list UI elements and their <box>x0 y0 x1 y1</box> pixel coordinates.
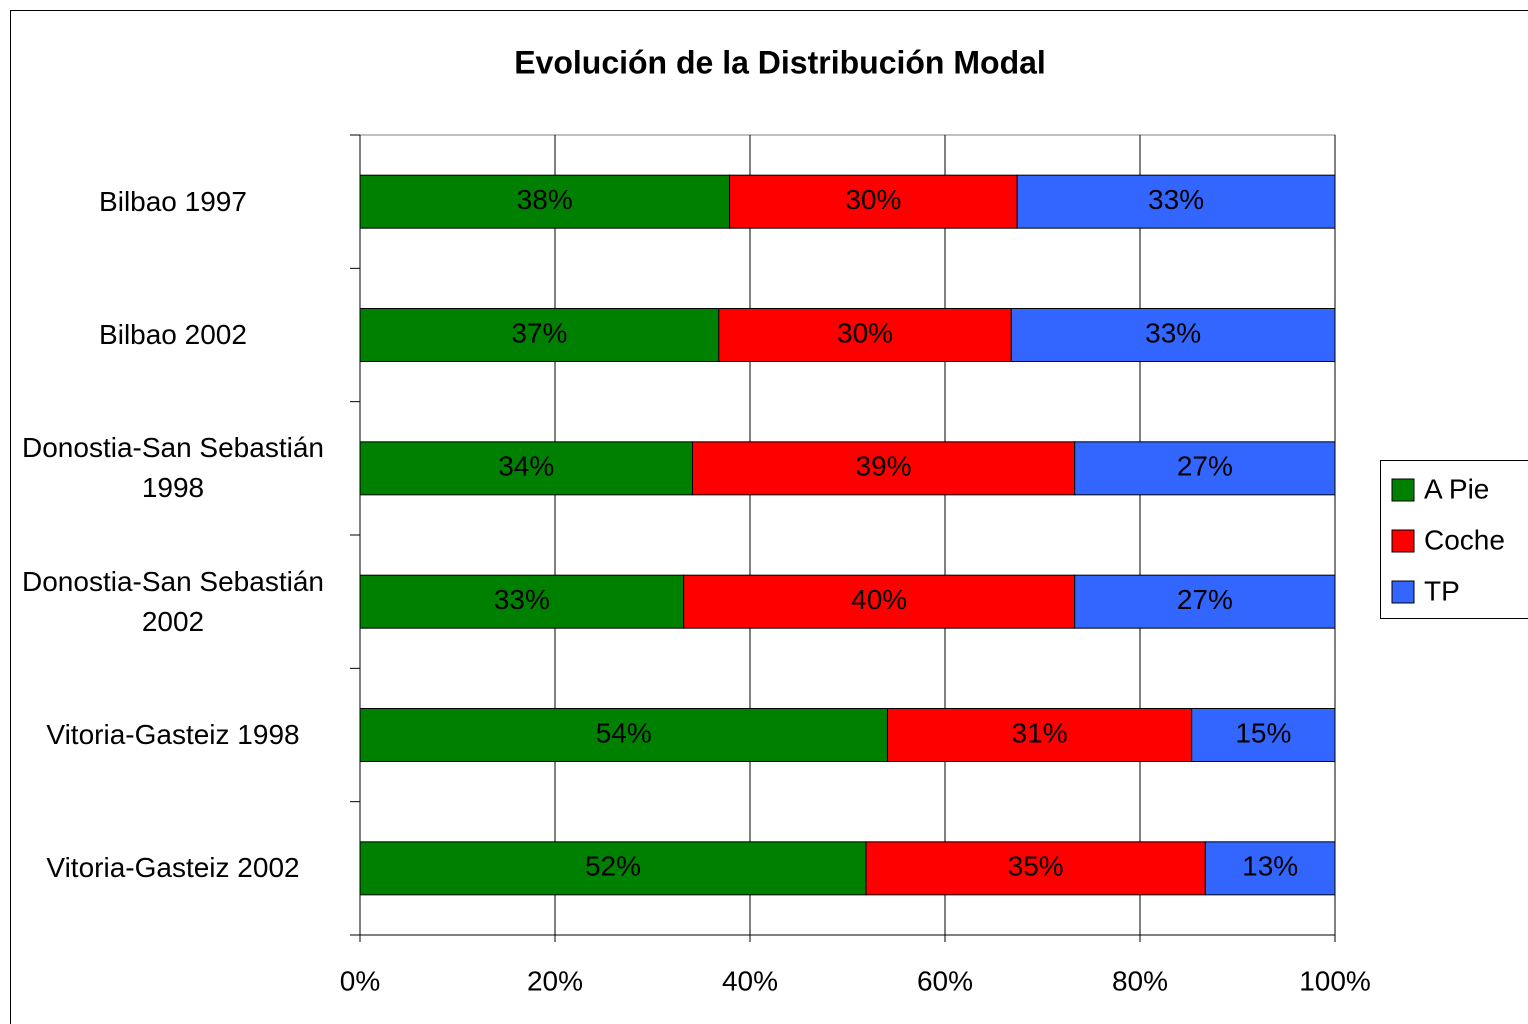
y-tick-label: Bilbao 1997 <box>99 185 247 217</box>
x-tick-label: 80% <box>1112 965 1168 996</box>
bar-segment <box>1191 708 1336 762</box>
data-label: 27% <box>1177 451 1233 482</box>
legend-label: TP <box>1424 575 1460 606</box>
legend-swatch <box>1391 478 1415 502</box>
x-tick-label: 40% <box>722 965 778 996</box>
x-tick-label: 20% <box>527 965 583 996</box>
bar-segment <box>865 841 1206 896</box>
bar-segment <box>729 174 1018 229</box>
bar-segment <box>1074 441 1336 496</box>
bar-segment <box>359 841 867 896</box>
y-tick-label: Bilbao 2002 <box>99 319 247 350</box>
y-tick-label: Donostia-San Sebastián 2002 <box>22 565 324 637</box>
data-label: 31% <box>1012 717 1068 748</box>
data-label: 33% <box>1148 184 1204 215</box>
legend-label: Coche <box>1424 524 1505 555</box>
legend-swatch <box>1391 580 1415 604</box>
x-tick-label: 0% <box>340 965 380 996</box>
x-tick-label: 100% <box>1299 965 1371 996</box>
bar-segment <box>683 574 1076 629</box>
x-tick-label: 60% <box>917 965 973 996</box>
plot-area <box>359 134 1336 936</box>
y-tick-label: Vitoria-Gasteiz 1998 <box>46 719 300 750</box>
data-label: 54% <box>596 717 652 748</box>
legend-label: A Pie <box>1424 473 1489 504</box>
data-label: 40% <box>851 584 907 615</box>
data-label: 39% <box>856 451 912 482</box>
data-label: 30% <box>845 184 901 215</box>
bar-segment <box>1016 174 1336 229</box>
data-label: 38% <box>517 184 573 215</box>
data-label: 34% <box>498 451 554 482</box>
data-label: 52% <box>585 851 641 882</box>
data-label: 33% <box>1145 317 1201 348</box>
bar-segment <box>359 308 720 362</box>
y-tick-label: Donostia-San Sebastián 1998 <box>22 432 324 504</box>
bar-segment <box>1074 574 1336 629</box>
data-label: 30% <box>837 317 893 348</box>
y-tick-label: Vitoria-Gasteiz 2002 <box>46 852 300 884</box>
chart-title: Evolución de la Distribución Modal <box>514 44 1046 80</box>
data-label: 33% <box>494 584 550 615</box>
data-label: 27% <box>1177 584 1233 615</box>
bar-segment <box>886 708 1193 762</box>
legend-swatch <box>1391 529 1415 553</box>
bar-segment <box>359 574 685 629</box>
bar-segment <box>1204 841 1336 896</box>
data-label: 15% <box>1235 717 1291 748</box>
bar-segment <box>359 441 693 496</box>
bar-segment <box>1010 308 1336 362</box>
data-label: 13% <box>1242 851 1298 882</box>
data-label: 35% <box>1008 851 1064 882</box>
bar-segment <box>691 441 1076 496</box>
data-label: 37% <box>511 317 567 348</box>
chart-border <box>10 10 1528 1024</box>
bar-segment <box>718 308 1012 362</box>
